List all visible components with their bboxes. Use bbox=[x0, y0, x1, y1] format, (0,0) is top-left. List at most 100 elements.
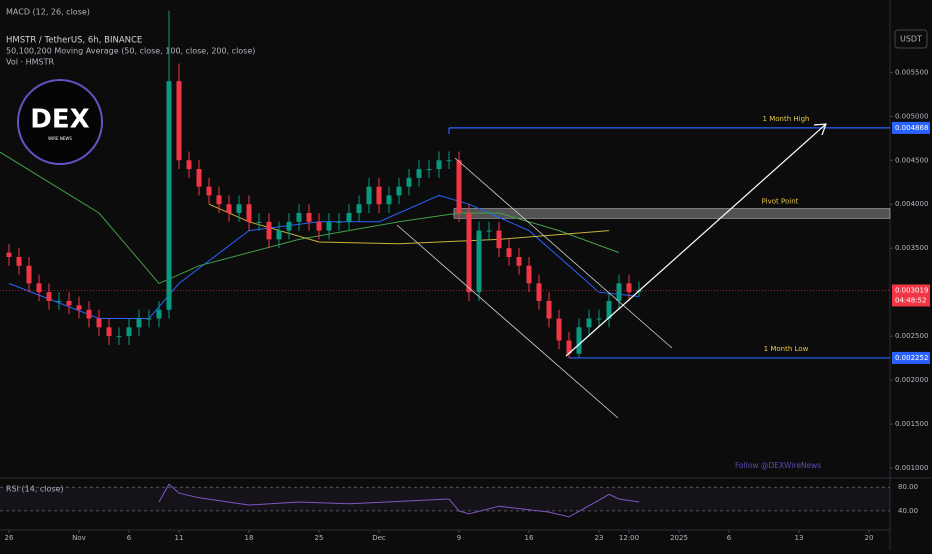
candle-body bbox=[566, 340, 572, 354]
candle-body bbox=[446, 160, 452, 162]
candle-body bbox=[616, 283, 622, 301]
candle-body bbox=[276, 230, 282, 240]
candle-body bbox=[206, 186, 212, 196]
currency-box[interactable] bbox=[894, 29, 928, 49]
candle-body bbox=[166, 81, 172, 310]
candle-body bbox=[86, 309, 92, 319]
level-label: 1 Month Low bbox=[764, 345, 809, 353]
watermark: Follow @DEXWireNews bbox=[735, 461, 821, 470]
x-tick-label: 2025 bbox=[670, 534, 688, 542]
candle-body bbox=[306, 213, 312, 222]
candle-body bbox=[146, 318, 152, 320]
candle-body bbox=[466, 213, 472, 293]
candle-body bbox=[326, 221, 332, 231]
y-tick-label: 0.001500 bbox=[895, 420, 928, 428]
y-tick-label: 0.003500 bbox=[895, 244, 928, 252]
candle-body bbox=[346, 213, 352, 222]
candle-body bbox=[396, 186, 402, 196]
candle-body bbox=[56, 300, 62, 302]
candle-body bbox=[246, 204, 252, 222]
target-arrow bbox=[565, 123, 827, 357]
candle-body bbox=[436, 160, 442, 170]
candle-body bbox=[546, 300, 552, 319]
candle-body bbox=[406, 177, 412, 187]
candle-body bbox=[236, 204, 242, 214]
candle-body bbox=[126, 327, 132, 337]
chart-title: HMSTR / TetherUS, 6h, BINANCE bbox=[6, 36, 142, 46]
pivot-label: Pivot Point bbox=[762, 198, 799, 206]
candle-body bbox=[336, 221, 342, 223]
candle-body bbox=[26, 265, 32, 284]
indicator-title: MACD (12, 26, close) bbox=[6, 8, 90, 17]
drawings bbox=[396, 123, 827, 419]
level-label: 1 Month High bbox=[763, 115, 810, 123]
candle-body bbox=[106, 327, 112, 337]
level-price-box bbox=[892, 121, 930, 134]
x-tick-label: Nov bbox=[72, 534, 86, 542]
candle-body bbox=[296, 213, 302, 222]
candle-body bbox=[226, 204, 232, 214]
pivot-zone bbox=[453, 208, 891, 219]
candle-body bbox=[496, 230, 502, 249]
candle-body bbox=[536, 283, 542, 301]
candle-body bbox=[256, 221, 262, 223]
candle-body bbox=[586, 318, 592, 328]
x-tick-label: 6 bbox=[127, 534, 132, 542]
candle-body bbox=[46, 292, 52, 301]
x-tick-label: 25 bbox=[315, 534, 324, 542]
candle-body bbox=[606, 300, 612, 319]
candle-body bbox=[486, 230, 492, 232]
level-price-box bbox=[892, 351, 930, 364]
candle-body bbox=[176, 81, 182, 161]
candle-body bbox=[506, 248, 512, 257]
x-tick-label: 20 bbox=[865, 534, 874, 542]
candle-body bbox=[476, 230, 482, 293]
candle-body bbox=[576, 327, 582, 354]
rsi-line bbox=[158, 483, 640, 518]
x-tick-label: 12:00 bbox=[619, 534, 639, 542]
y-tick-label: 0.001000 bbox=[895, 464, 928, 472]
trend-line bbox=[396, 224, 619, 419]
current-price: 0.003019 bbox=[895, 286, 928, 294]
y-tick-label: 0.002500 bbox=[895, 332, 928, 340]
candle-body bbox=[6, 252, 12, 257]
vol-title: Vol · HMSTR bbox=[6, 58, 54, 67]
x-tick-label: 9 bbox=[457, 534, 461, 542]
rsi-title: RSI (14, close) bbox=[6, 485, 64, 494]
candle-body bbox=[366, 186, 372, 205]
y-tick-label: 0.002000 bbox=[895, 376, 928, 384]
candle-body bbox=[186, 160, 192, 170]
trend-line bbox=[454, 157, 673, 349]
level-price: 0.002252 bbox=[895, 354, 928, 362]
current-price-box bbox=[892, 284, 930, 307]
y-tick-label: 0.004000 bbox=[895, 200, 928, 208]
candle-body bbox=[386, 195, 392, 205]
x-tick-label: 13 bbox=[795, 534, 804, 542]
logo-ring bbox=[17, 79, 103, 165]
candle-body bbox=[456, 160, 462, 214]
candle-body bbox=[376, 186, 382, 205]
x-tick-label: 16 bbox=[525, 534, 534, 542]
candle-body bbox=[96, 318, 102, 328]
candle-body bbox=[66, 300, 72, 306]
candle-body bbox=[16, 256, 22, 266]
candle-body bbox=[626, 283, 632, 293]
candle-body bbox=[136, 318, 142, 328]
y-tick-label: 0.005000 bbox=[895, 112, 928, 120]
candle-body bbox=[76, 305, 82, 310]
candle-body bbox=[156, 309, 162, 319]
candle-body bbox=[216, 195, 222, 205]
x-tick-label: 26 bbox=[5, 534, 14, 542]
candle-body bbox=[526, 265, 532, 284]
y-tick-label: 0.004500 bbox=[895, 156, 928, 164]
currency[interactable]: USDT bbox=[900, 35, 922, 44]
candle-body bbox=[286, 221, 292, 231]
countdown: 04:48:52 bbox=[895, 296, 926, 304]
logo-text: DEX bbox=[30, 105, 89, 135]
candle-body bbox=[196, 169, 202, 187]
x-tick-label: 18 bbox=[245, 534, 254, 542]
candle-body bbox=[426, 169, 432, 171]
candle-body bbox=[516, 256, 522, 266]
